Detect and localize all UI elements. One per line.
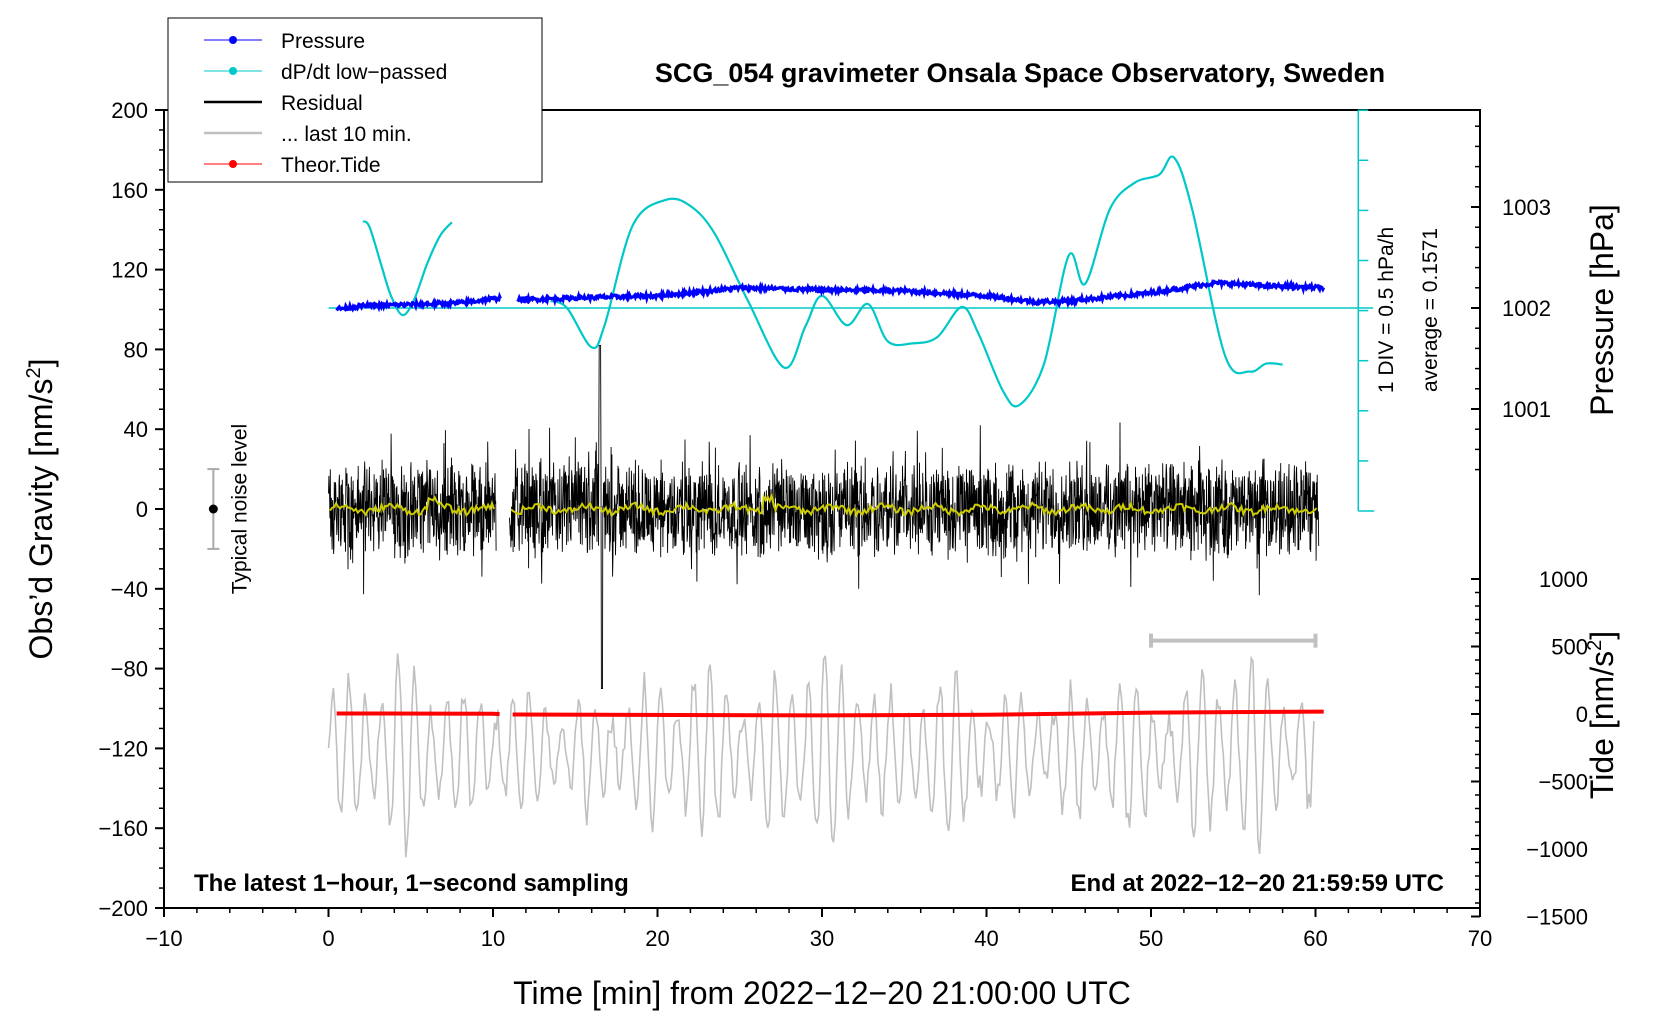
smooth-line bbox=[329, 495, 495, 518]
residual-line bbox=[508, 344, 1320, 689]
series-pressure bbox=[335, 277, 1326, 313]
y-axis-label-close: ] bbox=[23, 359, 59, 368]
pressure-tick-label: 1002 bbox=[1502, 296, 1551, 321]
tide-tick-label: −1500 bbox=[1526, 905, 1588, 930]
pressure-tick-label: 1001 bbox=[1502, 397, 1551, 422]
series-last-10-min bbox=[327, 653, 1315, 858]
noise-level-indicator: Typical noise level bbox=[207, 424, 251, 594]
dpdt-line bbox=[362, 220, 453, 317]
y-axis: −200 −160 −120 −80 −40 0 40 80 120 160 200 bbox=[98, 98, 164, 921]
gray-line bbox=[327, 653, 1315, 858]
noise-level-dot bbox=[208, 504, 218, 514]
pressure-tick-label: 1003 bbox=[1502, 195, 1551, 220]
last-10-min-bar bbox=[1149, 633, 1318, 648]
x-tick-label: 30 bbox=[810, 926, 834, 951]
legend-label: Residual bbox=[281, 92, 363, 115]
y-tick-label: 80 bbox=[124, 337, 148, 362]
pressure-line bbox=[335, 291, 502, 313]
pressure-line bbox=[516, 277, 1326, 309]
y-axis-label-sup: 2 bbox=[23, 367, 45, 378]
y-tick-label: −80 bbox=[111, 657, 148, 682]
series-dpdt bbox=[362, 155, 1283, 408]
pressure-axis: 1001 1002 1003 bbox=[1471, 125, 1551, 471]
y-tick-label: 120 bbox=[111, 258, 148, 283]
dpdt-line bbox=[550, 155, 1283, 408]
y-tick-label: 0 bbox=[136, 497, 148, 522]
tide-tick-label: 1000 bbox=[1539, 567, 1588, 592]
y-tick-label: −120 bbox=[98, 736, 148, 761]
pressure-axis-label: Pressure [hPa] bbox=[1584, 204, 1620, 416]
tide-tick-label: 500 bbox=[1551, 635, 1588, 660]
series-residual bbox=[328, 344, 1320, 689]
tide-tick-label: −500 bbox=[1538, 770, 1588, 795]
note-left: The latest 1−hour, 1−second sampling bbox=[194, 870, 629, 897]
x-tick-label: 0 bbox=[322, 926, 334, 951]
tide-axis-label-sup: 2 bbox=[1584, 640, 1606, 651]
legend-label: Pressure bbox=[281, 30, 365, 53]
smooth-line bbox=[510, 492, 1318, 518]
tide-line bbox=[512, 709, 1324, 718]
dpdt-div-label: 1 DIV = 0.5 hPa/h bbox=[1375, 227, 1398, 393]
tide-axis-label-close: ] bbox=[1584, 631, 1620, 640]
series-residual-smoothed bbox=[329, 492, 1318, 518]
y-tick-label: 40 bbox=[124, 417, 148, 442]
y-tick-label: 160 bbox=[111, 178, 148, 203]
y-axis-label-main: Obs’d Gravity [nm/s bbox=[23, 379, 59, 660]
x-tick-label: 60 bbox=[1303, 926, 1327, 951]
x-axis-label: Time [min] from 2022−12−20 21:00:00 UTC bbox=[513, 975, 1131, 1011]
y-tick-label: −200 bbox=[98, 896, 148, 921]
x-tick-label: 50 bbox=[1139, 926, 1163, 951]
noise-level-label: Typical noise level bbox=[228, 424, 251, 594]
y-tick-label: 200 bbox=[111, 98, 148, 123]
residual-line bbox=[328, 430, 497, 595]
legend-label: Theor.Tide bbox=[281, 154, 381, 177]
legend-label: dP/dt low−passed bbox=[281, 61, 447, 84]
tide-axis: −1500 −1000 −500 0 500 1000 bbox=[1471, 567, 1588, 930]
x-tick-label: 40 bbox=[974, 926, 998, 951]
note-right: End at 2022−12−20 21:59:59 UTC bbox=[1070, 870, 1444, 897]
legend: Pressure dP/dt low−passed Residual ... last… bbox=[167, 17, 543, 183]
x-tick-label: 10 bbox=[481, 926, 505, 951]
y-tick-label: −160 bbox=[98, 816, 148, 841]
series-theor-tide bbox=[336, 709, 1324, 718]
tide-axis-label: Tide [nm/s2] bbox=[1584, 631, 1620, 799]
legend-marker bbox=[229, 67, 237, 75]
legend-marker bbox=[229, 160, 237, 168]
tide-tick-label: −1000 bbox=[1526, 837, 1588, 862]
x-axis: −10 0 10 20 30 40 50 60 70 bbox=[145, 908, 1492, 951]
tide-line bbox=[336, 711, 500, 717]
legend-box bbox=[167, 17, 543, 183]
dpdt-scale-bar bbox=[1357, 109, 1375, 512]
x-tick-label: 20 bbox=[645, 926, 669, 951]
dpdt-average-label: average = 0.1571 bbox=[1419, 228, 1442, 392]
legend-marker bbox=[229, 36, 237, 44]
y-tick-label: −40 bbox=[111, 577, 148, 602]
legend-label: ... last 10 min. bbox=[281, 123, 412, 146]
tide-tick-label: 0 bbox=[1576, 702, 1588, 727]
tide-axis-label-main: Tide [nm/s bbox=[1584, 651, 1620, 799]
x-tick-label: 70 bbox=[1468, 926, 1492, 951]
x-tick-label: −10 bbox=[145, 926, 182, 951]
y-axis-label: Obs’d Gravity [nm/s2] bbox=[23, 359, 59, 660]
chart-title: SCG_054 gravimeter Onsala Space Observat… bbox=[655, 58, 1385, 88]
